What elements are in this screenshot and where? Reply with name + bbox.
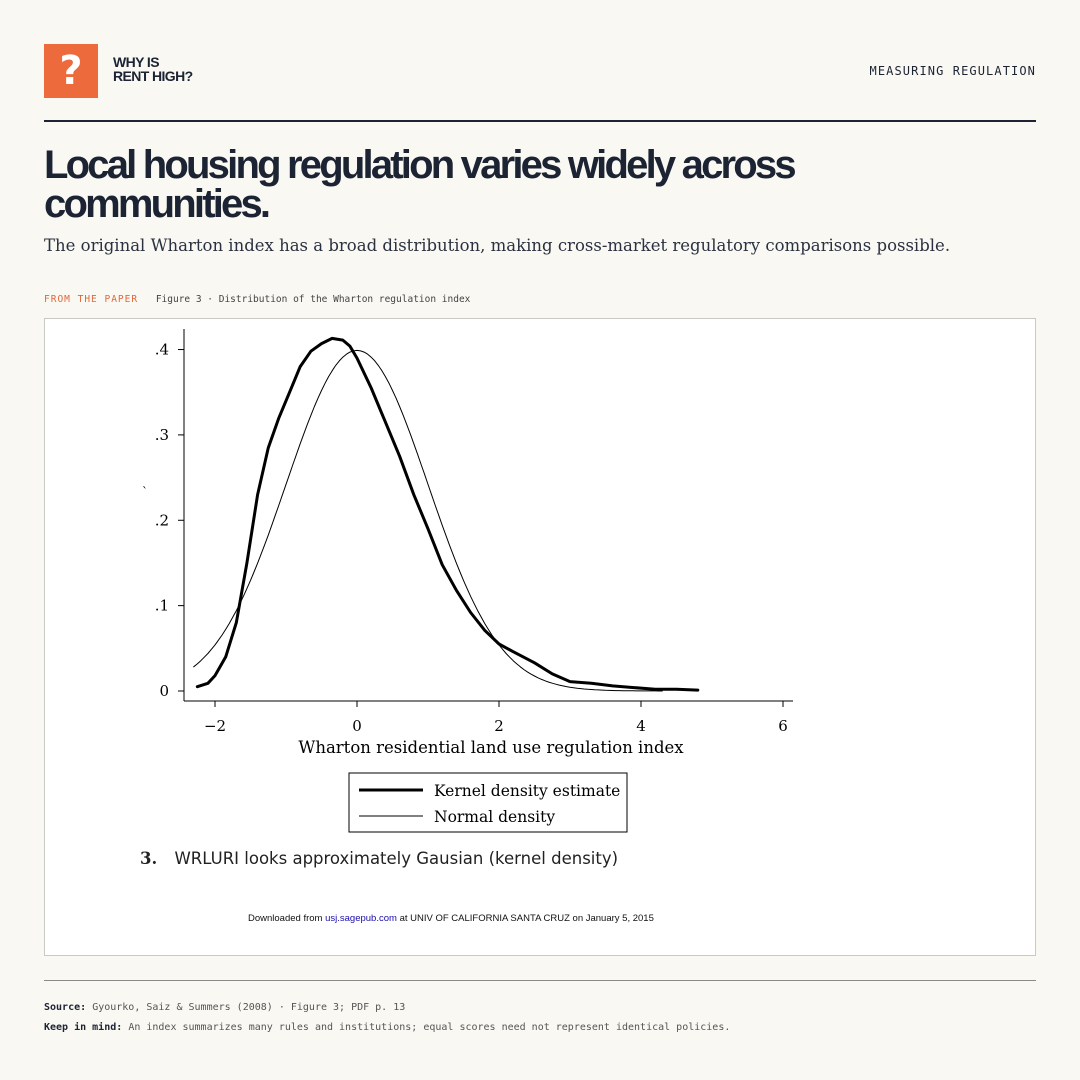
density-chart: 0 .1 .2 .3 .4 −2 0 2 4 6 Wharton residential land … xyxy=(140,329,793,924)
y-tick-label: .3 xyxy=(155,426,169,444)
normal-density-line xyxy=(193,349,663,692)
x-tick-label: 6 xyxy=(778,717,788,735)
brand-logo: ? xyxy=(44,44,98,98)
legend-label: Normal density xyxy=(434,808,555,826)
download-prefix: Downloaded from xyxy=(248,913,325,924)
figure-caption-text: WRLURI looks approximately Gausian (kern… xyxy=(174,849,618,868)
kernel-density-line xyxy=(195,336,700,692)
stray-mark: ` xyxy=(142,485,148,499)
figure-panel: 0 .1 .2 .3 .4 −2 0 2 4 6 Wharton residential land … xyxy=(44,318,1036,956)
x-tick-label: −2 xyxy=(204,717,226,735)
figure-label: FROM THE PAPER Figure 3 · Distribution o… xyxy=(44,294,470,305)
brand-name-line2: RENT HIGH? xyxy=(113,68,193,84)
bottom-divider xyxy=(44,980,1036,981)
legend-label: Kernel density estimate xyxy=(434,782,620,800)
y-tick-label: .1 xyxy=(155,597,169,615)
top-divider xyxy=(44,120,1036,122)
section-label: MEASURING REGULATION xyxy=(869,64,1036,78)
note-text: An index summarizes many rules and insti… xyxy=(128,1022,731,1033)
source-line: Source: Gyourko, Saiz & Summers (2008) ·… xyxy=(44,1002,405,1013)
y-tick-label: .2 xyxy=(155,511,169,529)
figure-source-tag: FROM THE PAPER xyxy=(44,294,139,305)
page-subtitle: The original Wharton index has a broad d… xyxy=(44,236,951,255)
page-title: Local housing regulation varies widely a… xyxy=(44,143,797,226)
x-axis-label: Wharton residential land use regulation … xyxy=(298,738,684,757)
source-label: Source: xyxy=(44,1002,87,1013)
brand-name: WHY IS RENT HIGH? xyxy=(113,55,233,83)
download-suffix: at UNIV OF CALIFORNIA SANTA CRUZ on Janu… xyxy=(397,913,654,924)
chart-legend xyxy=(348,772,628,833)
note-label: Keep in mind: xyxy=(44,1022,123,1033)
figure-caption-label: Figure 3 · Distribution of the Wharton r… xyxy=(155,294,471,305)
source-text: Gyourko, Saiz & Summers (2008) · Figure … xyxy=(92,1002,406,1013)
download-link[interactable]: usj.sagepub.com xyxy=(325,913,397,924)
download-notice: Downloaded from usj.sagepub.com at UNIV … xyxy=(248,913,654,924)
x-tick-label: 0 xyxy=(352,717,362,735)
figure-caption-number: 3. xyxy=(140,849,157,868)
x-tick-label: 2 xyxy=(494,717,504,735)
y-tick-label: .4 xyxy=(155,341,169,359)
x-tick-label: 4 xyxy=(636,717,646,735)
y-tick-label: 0 xyxy=(159,682,169,700)
note-line: Keep in mind: An index summarizes many r… xyxy=(44,1022,730,1033)
brand-name-line1: WHY IS xyxy=(113,54,160,70)
figure-caption: 3. WRLURI looks approximately Gausian (k… xyxy=(140,849,618,868)
